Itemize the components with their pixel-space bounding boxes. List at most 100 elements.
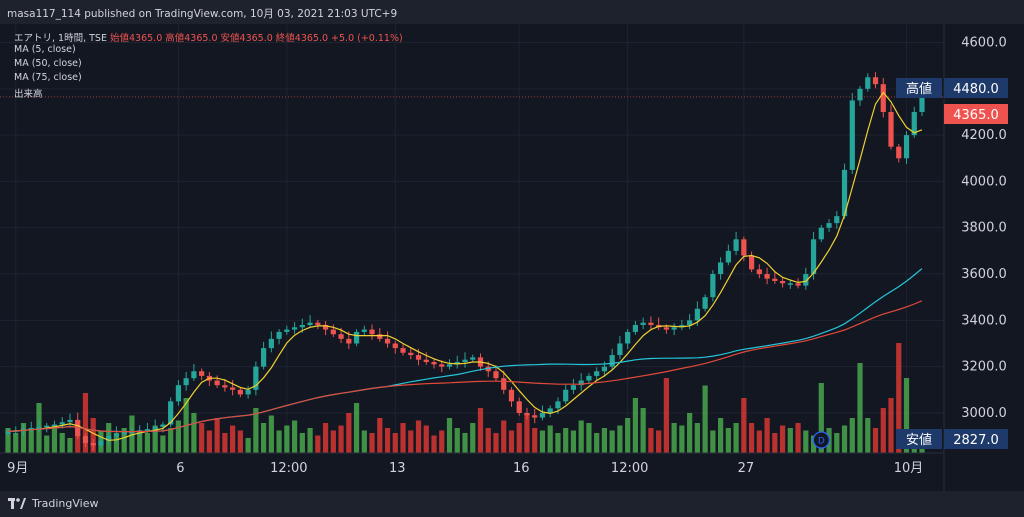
candle-body bbox=[253, 366, 259, 390]
candle-body bbox=[152, 426, 158, 430]
last-price-value: 4365.0 bbox=[953, 108, 999, 123]
volume-bar bbox=[338, 425, 344, 453]
candle-body bbox=[532, 415, 538, 418]
candle-body bbox=[408, 352, 414, 356]
volume-bar bbox=[896, 343, 902, 453]
legend-symbol-row[interactable]: エアトリ, 1時間, TSE 始値4365.0 高値4365.0 安値4365.… bbox=[14, 30, 403, 44]
volume-bar bbox=[307, 428, 313, 453]
volume-bar bbox=[547, 425, 553, 453]
time-tick-label: 12:00 bbox=[270, 461, 307, 476]
dividend-marker-label: D bbox=[818, 437, 825, 447]
volume-bar bbox=[787, 428, 793, 453]
volume-bar bbox=[718, 418, 724, 453]
volume-bar bbox=[384, 428, 391, 453]
price-tick-label: 4000.0 bbox=[961, 174, 1007, 189]
volume-bar bbox=[369, 433, 375, 453]
tradingview-logo[interactable]: TradingView bbox=[8, 497, 98, 510]
candle-body bbox=[555, 401, 561, 409]
legend-symbol: エアトリ, 1時間, TSE bbox=[14, 33, 107, 44]
candle-body bbox=[764, 274, 770, 279]
volume-bar bbox=[625, 418, 631, 453]
candle-body bbox=[911, 111, 917, 136]
volume-bar bbox=[291, 420, 298, 453]
candle-body bbox=[841, 169, 848, 217]
volume-bar bbox=[570, 430, 577, 453]
candle-body bbox=[369, 329, 375, 335]
candle-body bbox=[710, 274, 716, 298]
candle-body bbox=[508, 389, 515, 402]
high-value: 4480.0 bbox=[953, 82, 999, 97]
volume-bar bbox=[772, 433, 778, 453]
volume-bar bbox=[59, 433, 65, 453]
candle-body bbox=[400, 348, 406, 353]
legend-ma5[interactable]: MA (5, close) bbox=[14, 44, 76, 55]
volume-bar bbox=[640, 408, 646, 453]
legend-ma75[interactable]: MA (75, close) bbox=[14, 72, 82, 83]
volume-bar bbox=[44, 435, 50, 453]
candle-body bbox=[694, 308, 700, 321]
candle-body bbox=[896, 146, 902, 159]
candle-body bbox=[787, 283, 793, 285]
candle-body bbox=[299, 324, 305, 328]
candle-body bbox=[36, 426, 42, 429]
legend-volume[interactable]: 出来高 bbox=[14, 89, 43, 100]
ma5-line bbox=[7, 91, 923, 441]
volume-bar bbox=[516, 423, 522, 453]
volume-bar bbox=[795, 423, 801, 453]
price-chart[interactable]: D 4600.04400.04200.04000.03800.03600.034… bbox=[0, 24, 1024, 491]
last-price-badge: 4365.0 bbox=[944, 104, 1008, 124]
published-text: masa117_114 published on TradingView.com… bbox=[7, 8, 398, 20]
volume-bar bbox=[462, 433, 468, 453]
volume-bar bbox=[330, 430, 336, 453]
time-axis-ticks[interactable]: 9月 6 12:00 13 16 12:00 27 10月 bbox=[7, 461, 923, 476]
time-tick-label: 13 bbox=[389, 461, 406, 476]
volume-bar bbox=[888, 398, 894, 453]
volume-bar bbox=[454, 428, 460, 453]
volume-bar bbox=[725, 428, 731, 453]
published-bar: masa117_114 published on TradingView.com… bbox=[0, 0, 1024, 24]
candle-body bbox=[462, 359, 468, 363]
candle-body bbox=[168, 401, 174, 425]
candle-body bbox=[756, 269, 762, 275]
candle-body bbox=[446, 364, 453, 367]
candle-body bbox=[748, 255, 755, 270]
dividend-marker[interactable]: D bbox=[812, 431, 830, 449]
time-tick-label: 6 bbox=[176, 461, 184, 476]
volume-bar bbox=[880, 408, 886, 453]
candle-body bbox=[609, 355, 615, 367]
candle-body bbox=[586, 375, 592, 381]
volume-bars bbox=[5, 343, 925, 453]
candle-body bbox=[872, 77, 879, 85]
low-value: 2827.0 bbox=[953, 433, 999, 448]
volume-bar bbox=[28, 430, 34, 453]
candle-body bbox=[578, 380, 584, 386]
candle-body bbox=[183, 378, 189, 386]
volume-bar bbox=[501, 420, 507, 453]
candle-body bbox=[82, 436, 89, 444]
candle-body bbox=[284, 329, 290, 332]
volume-bar bbox=[113, 433, 120, 453]
candle-body bbox=[5, 431, 11, 434]
legend-ma50[interactable]: MA (50, close) bbox=[14, 58, 82, 69]
candle-body bbox=[810, 239, 817, 275]
candle-body bbox=[121, 432, 127, 435]
volume-bar bbox=[67, 438, 73, 453]
candle-body bbox=[392, 343, 398, 349]
price-axis[interactable] bbox=[944, 24, 1024, 491]
volume-bar bbox=[594, 433, 600, 453]
candle-body bbox=[625, 331, 631, 344]
volume-bar bbox=[687, 413, 693, 453]
volume-bar bbox=[539, 430, 546, 453]
candle-body bbox=[175, 385, 182, 402]
volume-bar bbox=[710, 430, 716, 453]
candle-body bbox=[199, 371, 205, 376]
candle-body bbox=[803, 274, 809, 286]
candle-body bbox=[113, 433, 120, 437]
candle-body bbox=[276, 331, 282, 339]
candle-body bbox=[361, 329, 367, 332]
volume-bar bbox=[346, 413, 352, 453]
candle-body bbox=[772, 278, 778, 281]
volume-bar bbox=[648, 428, 654, 453]
candle-body bbox=[733, 239, 739, 251]
candle-body bbox=[702, 297, 708, 309]
